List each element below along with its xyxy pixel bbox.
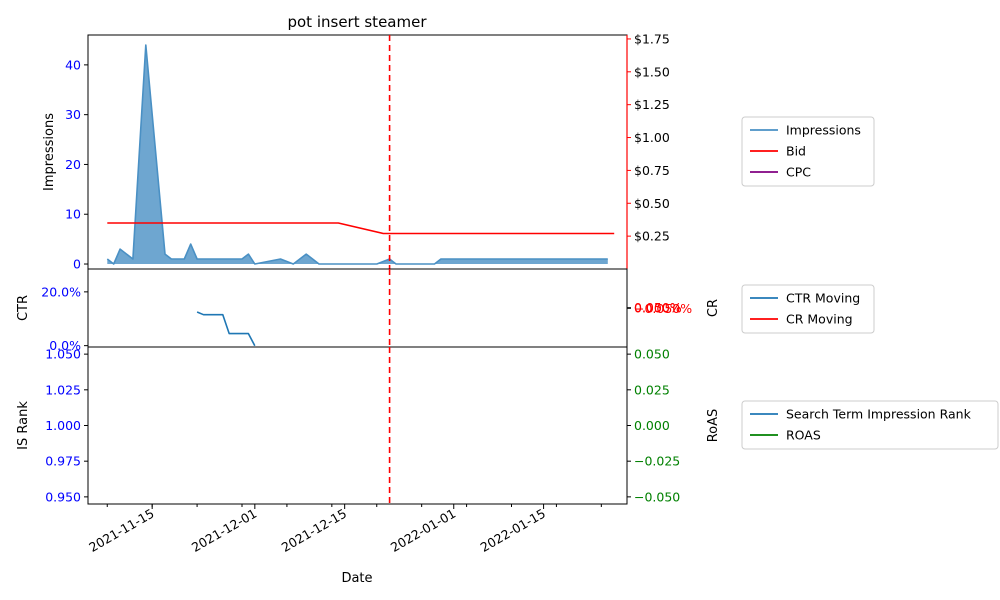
panel-2: 0.0% 20.0% −0.050%0.000%0.050% CTR CR (16, 268, 721, 353)
panel-frame (87, 346, 628, 505)
legend-label: Search Term Impression Rank (786, 407, 972, 422)
y-tick-label-left: 0.950 (45, 489, 81, 504)
panel-frame (87, 268, 628, 348)
series-impressions-line (106, 44, 608, 265)
y-tick-label-left: 0.0% (49, 338, 81, 353)
legend-label: ROAS (786, 428, 821, 443)
legend-box (741, 116, 875, 187)
y-axis-label-left: Impressions (42, 113, 57, 191)
y-tick-label-left: 1.000 (45, 418, 81, 433)
legend-box (741, 400, 999, 450)
legend-3: Search Term Impression Rank ROAS (741, 400, 999, 450)
y-tick-label-left: 10 (65, 207, 81, 222)
chart-title: pot insert steamer (287, 13, 427, 31)
panel-1: 0 10 20 30 40 $0.25 $0.50 $0.75 $1.00 $1.25 $1.50 $… (42, 31, 670, 271)
legend-label: Impressions (786, 123, 861, 138)
y-axis-label-left: CTR (16, 295, 31, 321)
legend-1: Impressions Bid CPC (741, 116, 875, 187)
y-tick-label-right: 0.050 (634, 347, 670, 362)
series-ctr-moving-line (196, 311, 256, 347)
y-tick-label-right: $1.25 (634, 97, 670, 112)
y-tick-label-right: −0.050 (634, 489, 680, 504)
series-bid-line (107, 222, 615, 235)
x-tick-label: 2021-12-01 (189, 506, 259, 555)
y-tick-label-left: 0 (73, 257, 81, 272)
panel-3: 0.950 0.975 1.000 1.025 1.050 −0.050 −0.025 0.0… (16, 346, 721, 505)
y-axis-label-left: IS Rank (16, 401, 31, 450)
y-tick-label-left: 0.975 (45, 454, 81, 469)
y-tick-label-right: −0.025 (634, 454, 680, 469)
y-tick-label-right: $1.75 (634, 31, 670, 46)
y-tick-label-left: 30 (65, 107, 81, 122)
x-axis: 2021-11-15 2021-12-01 2021-12-15 2022-01-01… (86, 504, 602, 555)
legend-2: CTR Moving CR Moving (741, 284, 875, 334)
y-tick-label-right: 0.025 (634, 382, 670, 397)
legend-box (741, 284, 875, 334)
x-tick-label: 2022-01-15 (478, 506, 548, 555)
series-impressions-area (107, 45, 608, 264)
y-tick-label-left: 20 (65, 157, 81, 172)
x-tick-label: 2022-01-01 (388, 506, 458, 555)
legend-label: CTR Moving (786, 291, 860, 306)
y-tick-label-left: 1.025 (45, 382, 81, 397)
y-tick-label-right: 0.050% (634, 300, 682, 315)
y-tick-label-left: 1.050 (45, 347, 81, 362)
y-tick-label-right: $1.00 (634, 130, 670, 145)
y-tick-label-right: 0.000 (634, 418, 670, 433)
y-tick-label-right: $0.25 (634, 229, 670, 244)
y-tick-label-left: 20.0% (41, 284, 81, 299)
legend-label: CPC (786, 165, 811, 180)
legend-label: Bid (786, 144, 806, 159)
x-axis-label: Date (341, 571, 372, 586)
y-axis-label-right: CR (706, 299, 721, 317)
y-tick-label-left: 40 (65, 57, 81, 72)
x-tick-label: 2021-11-15 (86, 506, 156, 555)
y-tick-label-right: $0.75 (634, 163, 670, 178)
y-tick-label-right: 0.000% (634, 301, 682, 316)
y-axis-label-right: RoAS (706, 409, 721, 443)
y-tick-label-right: $1.50 (634, 64, 670, 79)
legend-label: CR Moving (786, 312, 853, 327)
y-tick-label-right: $0.50 (634, 196, 670, 211)
x-tick-label: 2021-12-15 (279, 506, 349, 555)
y-tick-label-right: −0.050% (634, 301, 692, 316)
